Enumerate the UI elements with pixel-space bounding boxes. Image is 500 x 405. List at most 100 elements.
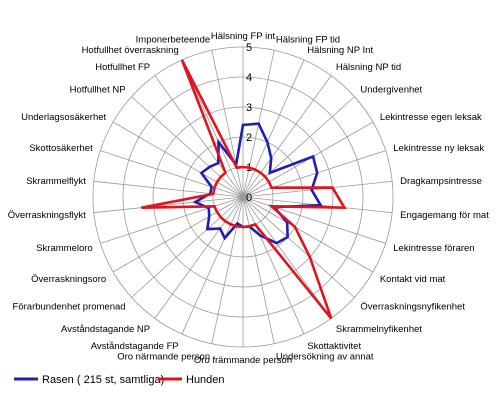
series-0-point <box>206 228 208 230</box>
radial-tick-label: 4 <box>246 72 252 84</box>
category-label: Imponerbeteende <box>136 35 210 46</box>
category-label: Lekintresse egen leksak <box>380 112 482 123</box>
grid-spoke <box>100 196 244 244</box>
grid-spoke <box>93 196 244 214</box>
series-1-point <box>230 223 232 226</box>
grid-spoke <box>131 196 244 298</box>
grid-spoke <box>112 196 244 273</box>
category-label: Undergivenhet <box>360 85 422 96</box>
series-0-point <box>217 162 219 164</box>
category-label: Skottosäkerhet <box>29 143 93 154</box>
grid-spoke <box>242 196 374 273</box>
series-1-point <box>248 167 250 169</box>
legend: Rasen ( 215 st, samtliga) Hunden <box>14 374 225 386</box>
category-label: Oro närmande person <box>117 351 210 362</box>
category-label: Överraskningsflykt <box>8 210 86 221</box>
series-0-point <box>194 201 196 203</box>
category-label: Engagemang för mat <box>400 210 489 221</box>
grid-spoke <box>93 180 244 198</box>
series-0-point <box>269 172 271 174</box>
category-label: Skrammelnyfikenhet <box>336 324 422 335</box>
radar-grid <box>92 46 394 348</box>
series-0-point <box>270 157 272 159</box>
series-0-point <box>224 237 226 239</box>
series-0-point <box>266 141 269 143</box>
grid-spoke <box>112 121 244 198</box>
series-1-point <box>242 166 244 168</box>
series-0-point <box>286 221 288 224</box>
grid-spoke <box>242 196 355 298</box>
series-0-point <box>208 215 210 218</box>
series-1-point <box>220 216 222 218</box>
series-0-point <box>286 236 289 238</box>
series-1-point <box>181 59 183 61</box>
series-1-point <box>331 186 334 189</box>
grid-spoke <box>242 196 305 335</box>
grid-spoke <box>242 196 275 344</box>
grid-spoke <box>181 196 244 335</box>
grid-spoke <box>131 96 244 198</box>
category-label: Avståndstagande NP <box>61 324 150 335</box>
series-0-point <box>312 155 314 158</box>
series-0-point <box>319 204 322 206</box>
category-label: Hotfullhet NP <box>70 85 126 96</box>
series-0-point <box>208 166 211 168</box>
series-1-point <box>309 256 311 258</box>
series-1-point <box>254 168 256 171</box>
category-label: Lekintresse ny leksak <box>393 143 484 154</box>
grid-spoke <box>211 196 244 344</box>
series-0-point <box>259 234 261 236</box>
category-label: Hotfullhet FP <box>95 62 150 73</box>
category-label: Oro främmande person <box>194 355 292 366</box>
category-label: Skrammelflykt <box>26 176 86 187</box>
series-1-point <box>294 226 296 228</box>
grid-spoke <box>242 96 355 198</box>
category-label: Kontakt vid mat <box>380 274 446 285</box>
legend-label-series-1: Hunden <box>186 374 225 386</box>
category-label: Hotfullhet överraskning <box>82 45 179 56</box>
series-1-point <box>216 211 218 213</box>
category-labels: Hälsning FP int Hälsning FP tid Hälsning N… <box>8 31 489 366</box>
category-label: Förarbundenhet promenad <box>13 301 126 312</box>
category-label: Hälsning FP int <box>211 31 276 42</box>
series-1-point <box>268 181 270 183</box>
series-0-point <box>217 141 220 143</box>
series-1-point <box>270 187 273 189</box>
series-1-point <box>264 176 266 178</box>
category-label: Hälsning FP tid <box>276 35 340 46</box>
category-label: Dragkampsintresse <box>400 176 482 187</box>
category-label: Lekintresse föraren <box>393 243 474 254</box>
grid-spoke <box>242 196 386 244</box>
series-0-point <box>200 172 203 174</box>
series-0-point <box>311 189 313 191</box>
series-1-point <box>140 207 143 209</box>
series-1-point <box>213 205 216 207</box>
series-layer <box>140 59 347 320</box>
grid-spoke <box>242 59 305 198</box>
series-1-point <box>213 187 216 189</box>
legend-label-series-0: Rasen ( 215 st, samtliga) <box>42 374 164 386</box>
series-0-point <box>219 227 221 230</box>
category-label: Skrammeloro <box>36 243 93 254</box>
category-label: Avståndstagande FP <box>91 341 179 352</box>
series-1-point <box>224 220 226 222</box>
category-label: Hälsning NP tid <box>336 62 401 73</box>
category-label: Överraskningsnyfikenhet <box>360 301 465 312</box>
radial-tick-label: 5 <box>246 42 252 54</box>
series-1-point <box>220 176 222 178</box>
grid-spoke <box>242 150 386 198</box>
grid-spoke <box>242 75 332 198</box>
grid-spoke <box>154 196 244 319</box>
series-1-point <box>216 181 218 183</box>
radial-tick-label: 0 <box>246 192 252 204</box>
series-1-point <box>212 193 214 195</box>
series-0-point <box>208 207 210 209</box>
radial-tick-label: 2 <box>246 132 252 144</box>
series-0-point <box>316 172 318 174</box>
series-0-point <box>242 124 244 126</box>
series-1-point <box>254 223 256 226</box>
series-1-point <box>224 172 226 174</box>
grid-spoke <box>154 75 244 198</box>
